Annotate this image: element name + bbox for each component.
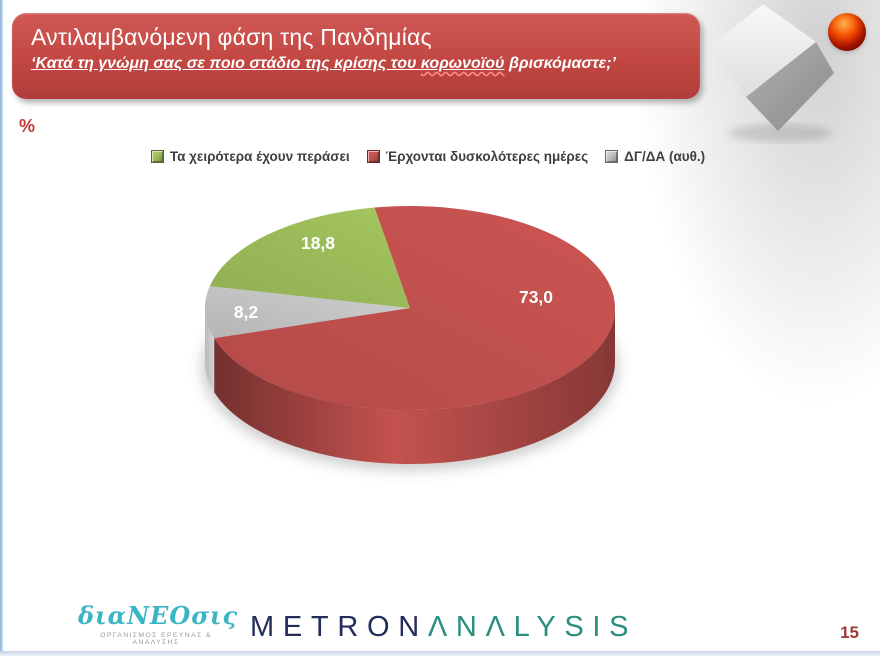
pie-slice-0 <box>214 205 616 410</box>
metron-analysis-logo: METRONΛNΛLYSIS <box>250 611 637 644</box>
pie-slice-2 <box>209 207 410 308</box>
header-banner: Αντιλαμβανόμενη φάση της Πανδημίας ‘Κατά… <box>12 13 700 99</box>
sphere-icon <box>828 13 866 51</box>
pie-slice-1 <box>205 286 410 339</box>
dianeosis-logo: διαΝΕΟσις ΟΡΓΑΝΙΣΜΟΣ ΕΡΕΥΝΑΣ & ΑΝΑΛΥΣΗΣ <box>78 601 239 647</box>
pie-chart: 73,0 8,2 18,8 <box>201 205 619 471</box>
left-border-line <box>0 0 3 656</box>
legend-marker-gray <box>605 150 619 163</box>
pie-slice-value-label: 18,8 <box>301 233 335 253</box>
legend-item-gray: ΔΓ/ΔΑ (αυθ.) <box>605 149 705 164</box>
page-number: 15 <box>840 623 859 642</box>
slide-title: Αντιλαμβανόμενη φάση της Πανδημίας <box>31 24 432 50</box>
pie-slice-side <box>214 308 616 464</box>
slide-subtitle: ‘Κατά τη γνώμη σας σε ποιο στάδιο της κρ… <box>31 55 684 73</box>
legend-label: Τα χειρότερα έχουν περάσει <box>169 149 350 164</box>
cube-icon <box>712 4 834 142</box>
legend-item-red: Έρχονται δυσκολότερες ημέρες <box>366 149 589 164</box>
legend-item-green: Τα χειρότερα έχουν περάσει <box>150 149 350 164</box>
legend-label: ΔΓ/ΔΑ (αυθ.) <box>624 149 706 164</box>
legend-label: Έρχονται δυσκολότερες ημέρες <box>385 149 589 164</box>
pie-slice-value-label: 73,0 <box>519 287 553 307</box>
dianeosis-tagline: ΟΡΓΑΝΙΣΜΟΣ ΕΡΕΥΝΑΣ & ΑΝΑΛΥΣΗΣ <box>100 632 212 646</box>
percent-unit-label: % <box>19 116 36 136</box>
analysis-logo-part: ΛNΛLYSIS <box>427 611 638 643</box>
bottom-border-line <box>0 651 880 656</box>
legend-marker-green <box>150 150 164 163</box>
subtitle-suffix: βρισκόμαστε;’ <box>504 55 616 72</box>
legend-marker-red <box>366 150 380 163</box>
pie-slice-side <box>205 308 215 393</box>
subtitle-prefix: ‘Κατά τη γνώμη σας σε ποιο στάδιο της κρ… <box>31 55 421 72</box>
subtitle-underlined-word: κορωνοϊού <box>420 55 505 72</box>
chart-legend: Τα χειρότερα έχουν περάσει Έρχονται δυσκ… <box>0 149 856 164</box>
dianeosis-logo-text: διαΝΕΟσις <box>78 601 239 630</box>
pie-slice-value-label: 8,2 <box>234 302 259 322</box>
metron-logo-part: METRON <box>250 611 428 643</box>
